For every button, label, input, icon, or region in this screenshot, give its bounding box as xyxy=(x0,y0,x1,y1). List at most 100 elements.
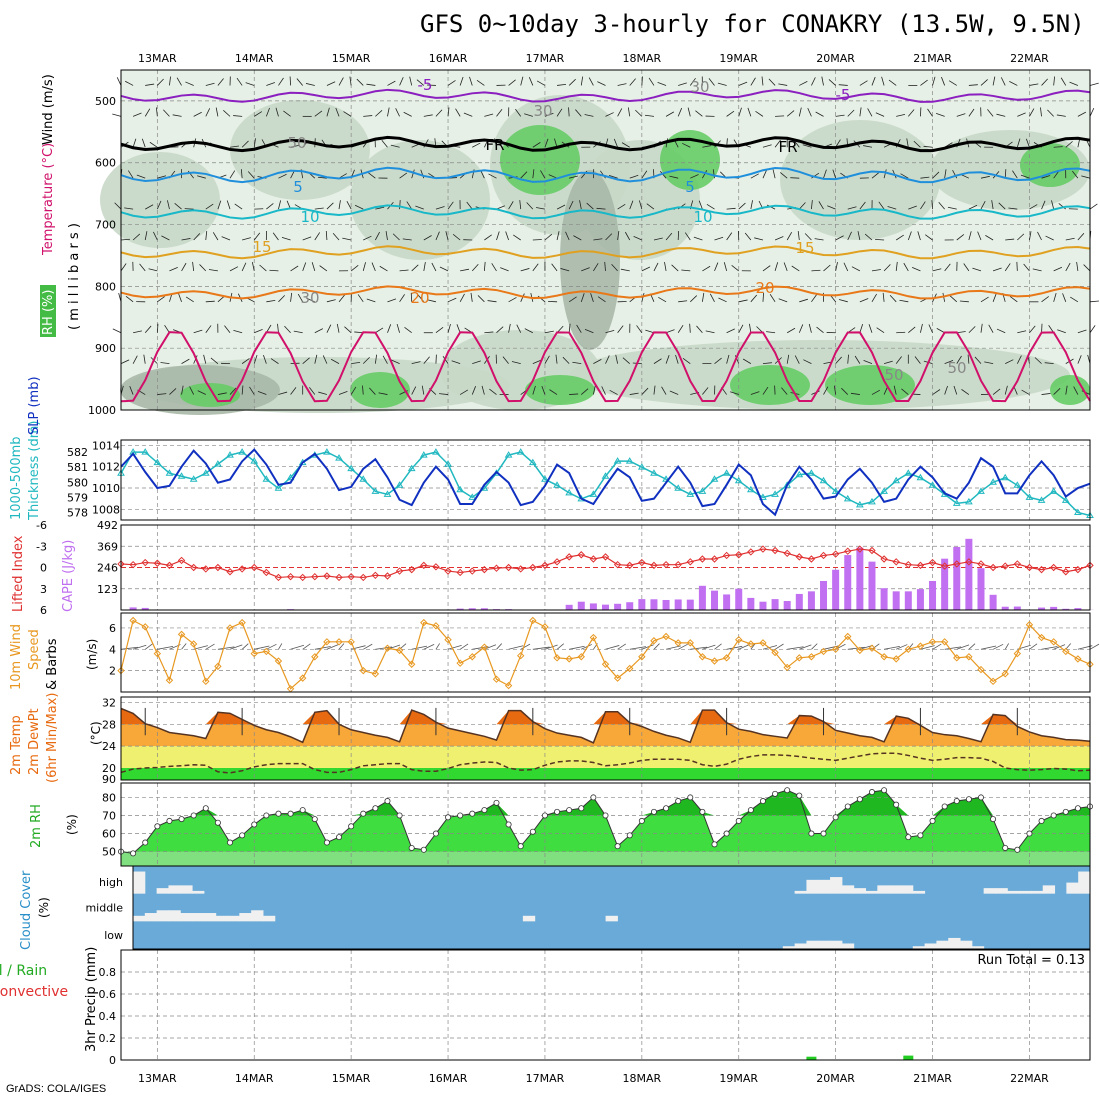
wind-barb xyxy=(356,78,364,86)
wind-barb xyxy=(968,231,972,241)
cape-bar xyxy=(783,601,791,610)
wind10-barb xyxy=(581,644,593,650)
wind-barb xyxy=(369,387,376,395)
wind10-marker xyxy=(335,638,343,646)
wind-barb xyxy=(1083,264,1091,272)
wind-barb xyxy=(1008,207,1018,210)
wind-barb xyxy=(149,141,158,148)
wind-barb xyxy=(447,323,451,333)
wind10-barb xyxy=(120,646,138,650)
cape-bar xyxy=(698,585,706,610)
wind-barb xyxy=(363,235,372,241)
wind-barb xyxy=(980,323,983,333)
wind-barb xyxy=(1041,296,1049,303)
thickness-tick: 578 xyxy=(67,506,88,519)
rh2m-marker xyxy=(711,841,718,848)
wind-barb xyxy=(562,356,570,364)
rh2m-marker xyxy=(917,832,924,839)
wind-barb xyxy=(786,354,790,364)
wind-barb xyxy=(496,109,503,117)
wind-barb xyxy=(815,111,824,117)
wind-barb xyxy=(481,385,485,395)
cape-bar xyxy=(856,547,864,610)
wind-barb xyxy=(911,267,921,272)
date-label-bottom: 21MAR xyxy=(913,1072,952,1085)
wind10-barb xyxy=(411,645,428,650)
thickness-marker xyxy=(698,487,707,494)
li-marker xyxy=(662,560,670,569)
wind10-marker xyxy=(807,653,816,661)
wind-barb xyxy=(226,200,231,210)
wind-barb xyxy=(653,385,656,395)
wind-barb xyxy=(914,356,921,364)
wind-barb xyxy=(738,202,746,210)
contour-label: 30 xyxy=(690,78,709,96)
wind-barb xyxy=(1004,263,1011,272)
wind-barb xyxy=(576,324,582,333)
wind-barb xyxy=(768,78,776,86)
wind-barb xyxy=(536,80,546,86)
li-marker xyxy=(189,563,198,572)
wind-barb xyxy=(387,80,396,86)
wind-barb xyxy=(641,266,651,272)
cloud-cell xyxy=(251,910,264,922)
wind-barb xyxy=(366,83,376,86)
wind-barb xyxy=(556,108,563,117)
wind-barb xyxy=(799,202,806,210)
wind10-barb xyxy=(132,644,147,650)
wind-barb xyxy=(906,138,909,148)
contour-label: 20 xyxy=(410,289,429,307)
wind-barb xyxy=(245,82,255,86)
wind-barb xyxy=(682,358,691,364)
slp-tick: 1010 xyxy=(92,482,120,495)
li-marker xyxy=(504,563,513,572)
wind-barb xyxy=(544,112,554,117)
wind-barb xyxy=(145,83,155,86)
wind-barb xyxy=(387,324,392,333)
cloud-cell xyxy=(818,940,831,949)
cape-bar xyxy=(832,569,840,610)
wind10-marker xyxy=(722,654,731,662)
wind-barb xyxy=(215,107,219,117)
wind-barb xyxy=(189,386,195,395)
wind-barb xyxy=(913,140,921,148)
thickness-marker xyxy=(165,469,174,476)
wind-barb xyxy=(871,269,881,272)
wind-barb xyxy=(197,390,206,395)
rh2m-marker xyxy=(251,821,258,828)
cape-bar xyxy=(723,594,731,610)
wind-barb xyxy=(974,356,982,364)
wind-barb xyxy=(850,392,860,395)
wind-barb xyxy=(693,236,703,241)
wind-barb xyxy=(653,262,659,272)
li-marker xyxy=(892,558,900,566)
wind-barb xyxy=(584,114,594,117)
wind-barb xyxy=(601,386,606,395)
thickness-marker xyxy=(250,457,259,464)
wind-barb xyxy=(254,111,263,117)
wind-barb xyxy=(544,233,553,241)
wind-barb xyxy=(786,232,793,241)
wind-barb xyxy=(532,142,541,148)
wind-barb xyxy=(726,207,736,210)
rh2m-marker xyxy=(323,839,330,846)
wind-barb xyxy=(411,264,419,272)
cloud-cell xyxy=(865,890,878,894)
wind-barb xyxy=(648,77,655,86)
wind-barb xyxy=(452,234,461,241)
wind-barb xyxy=(172,114,182,117)
wind10-barb xyxy=(508,645,524,650)
wind-barb xyxy=(762,265,771,272)
wind-barb xyxy=(455,108,461,117)
wind-barb xyxy=(1047,109,1054,117)
wind-barb xyxy=(302,236,312,241)
wind-barb xyxy=(1017,330,1027,334)
panel2-label: SLP (mb) xyxy=(27,376,42,435)
wind-barb xyxy=(145,204,154,210)
wind-barb xyxy=(1065,262,1071,272)
thickness-marker xyxy=(868,497,876,505)
wind-barb xyxy=(749,323,752,333)
wind-barb xyxy=(532,359,542,365)
wind-barb xyxy=(953,385,958,395)
wind-barb xyxy=(311,262,316,272)
